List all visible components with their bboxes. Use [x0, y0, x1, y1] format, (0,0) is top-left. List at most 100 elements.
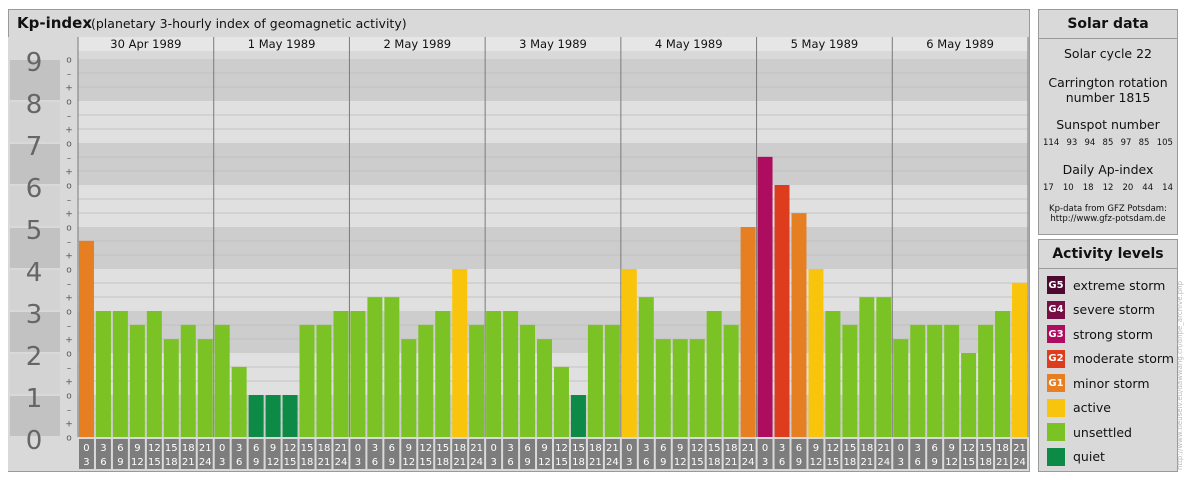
- interval-label-box: [842, 439, 858, 469]
- kp-bar: [995, 311, 1011, 437]
- interval-end-label: 9: [660, 457, 666, 468]
- kp-bar: [350, 311, 366, 437]
- carrington-rotation-line2: number 1815: [1065, 90, 1151, 105]
- interval-label-box: [231, 439, 247, 469]
- legend-label: minor storm: [1073, 375, 1150, 391]
- interval-start-label: 0: [490, 443, 496, 454]
- kp-bar: [723, 324, 739, 437]
- sunspot-value: 93: [1066, 138, 1078, 148]
- interval-label-box: [79, 439, 94, 469]
- kp-bar: [316, 324, 332, 437]
- kp-band: [78, 143, 1028, 185]
- interval-start-label: 18: [453, 443, 466, 454]
- interval-end-label: 9: [253, 457, 259, 468]
- interval-label-box: [299, 439, 315, 469]
- interval-start-label: 3: [372, 443, 378, 454]
- interval-label-box: [384, 439, 400, 469]
- legend-swatch: [1047, 423, 1065, 441]
- kp-band: [78, 185, 1028, 227]
- minor-scale-mark: o: [66, 182, 72, 192]
- interval-end-label: 3: [898, 457, 904, 468]
- interval-label-box: [638, 439, 654, 469]
- sunspot-values: 114 93 94 85 97 85 105: [1043, 138, 1173, 148]
- interval-start-label: 9: [541, 443, 547, 454]
- interval-label-box: [604, 439, 620, 469]
- y-axis-box: [10, 144, 60, 184]
- interval-start-label: 3: [236, 443, 242, 454]
- interval-end-label: 3: [762, 457, 768, 468]
- minor-scale-mark: o: [66, 350, 72, 360]
- interval-end-label: 6: [779, 457, 785, 468]
- y-axis-box: [10, 312, 60, 352]
- interval-end-label: 21: [589, 457, 602, 468]
- ap-index-value: 12: [1102, 183, 1114, 193]
- interval-start-label: 6: [253, 443, 259, 454]
- kp-band: [78, 101, 1028, 143]
- y-tick-label: 8: [26, 90, 43, 120]
- interval-label-box: [554, 439, 569, 469]
- ap-index-value: 17: [1043, 183, 1054, 193]
- legend-label: quiet: [1073, 449, 1105, 464]
- interval-end-label: 21: [725, 457, 738, 468]
- interval-label-box: [129, 439, 145, 469]
- interval-start-label: 21: [606, 443, 619, 454]
- interval-label-box: [689, 439, 705, 469]
- kp-bar: [961, 353, 977, 437]
- kp-bar: [503, 311, 519, 437]
- interval-label-box: [910, 439, 926, 469]
- interval-end-label: 12: [538, 457, 551, 468]
- kp-bar: [808, 269, 824, 437]
- interval-end-label: 3: [355, 457, 361, 468]
- kp-bar: [367, 297, 383, 437]
- activity-levels-panel: Activity levels G5 extreme storm G4 severe …: [1038, 239, 1178, 472]
- interval-end-label: 24: [470, 457, 483, 468]
- ap-index-value: 18: [1082, 183, 1094, 193]
- kp-bar: [384, 297, 400, 437]
- interval-label-box: [927, 439, 943, 469]
- interval-end-label: 12: [402, 457, 415, 468]
- interval-end-label: 9: [389, 457, 395, 468]
- interval-label-box: [520, 439, 536, 469]
- solar-data-panel: Solar data Solar cycle 22 Carrington rot…: [1038, 9, 1178, 235]
- interval-end-label: 3: [219, 457, 225, 468]
- minor-scale-mark: –: [67, 196, 72, 206]
- interval-start-label: 6: [932, 443, 938, 454]
- legend-label: active: [1073, 400, 1111, 415]
- interval-label-box: [333, 439, 349, 469]
- interval-label-box: [180, 439, 196, 469]
- interval-start-label: 21: [470, 443, 483, 454]
- interval-start-label: 0: [83, 443, 89, 454]
- minor-scale-mark: –: [67, 280, 72, 290]
- legend-label: strong storm: [1073, 326, 1153, 342]
- legend-item: active: [1047, 398, 1111, 418]
- interval-label-box: [825, 439, 841, 469]
- interval-start-label: 15: [979, 443, 992, 454]
- interval-start-label: 6: [660, 443, 666, 454]
- minor-scale-mark: –: [67, 112, 72, 122]
- kp-bar: [265, 395, 281, 437]
- interval-end-label: 24: [335, 457, 348, 468]
- kp-bar: [197, 339, 213, 437]
- kp-bar: [554, 366, 569, 437]
- interval-start-label: 9: [406, 443, 412, 454]
- interval-end-label: 24: [606, 457, 619, 468]
- legend-item: G3 strong storm: [1047, 324, 1153, 344]
- interval-start-label: 0: [219, 443, 225, 454]
- legend-swatch: G5: [1047, 276, 1065, 294]
- kp-bar: [706, 311, 722, 437]
- y-tick-label: 3: [26, 300, 43, 330]
- interval-start-label: 0: [898, 443, 904, 454]
- minor-scale-mark: –: [67, 322, 72, 332]
- interval-end-label: 3: [83, 457, 89, 468]
- day-label: 6 May 1989: [926, 37, 994, 51]
- minor-scale-mark: –: [67, 238, 72, 248]
- interval-start-label: 18: [860, 443, 873, 454]
- kp-bar: [248, 395, 264, 437]
- legend-swatch: [1047, 398, 1065, 417]
- sunspot-value: 97: [1120, 138, 1132, 148]
- interval-label-box: [978, 439, 994, 469]
- kp-bar: [842, 324, 858, 437]
- legend-label: extreme storm: [1073, 277, 1166, 293]
- interval-label-box: [197, 439, 213, 469]
- minor-scale-mark: +: [65, 336, 73, 346]
